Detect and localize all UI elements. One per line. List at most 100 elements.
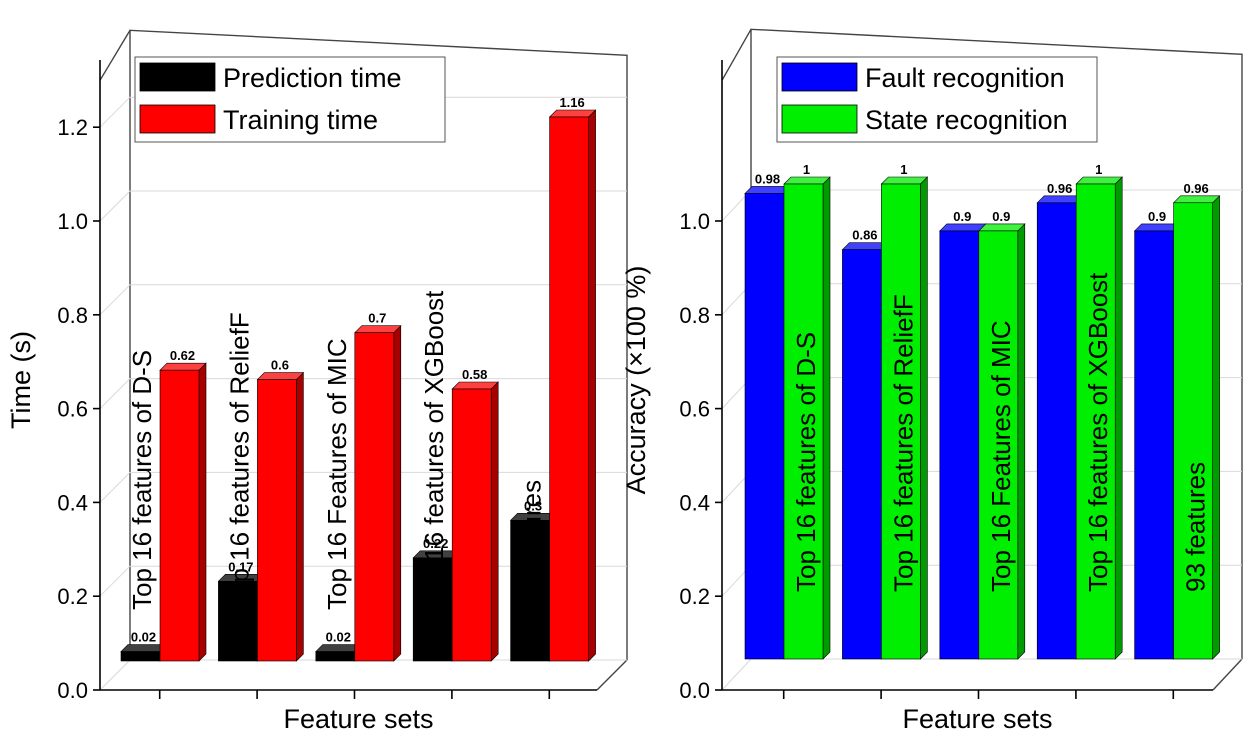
legend-label: State recognition xyxy=(865,105,1068,135)
side-wall-edge xyxy=(99,29,131,81)
legend-swatch xyxy=(139,104,216,134)
bar-side xyxy=(920,176,928,660)
bar-top xyxy=(159,362,207,371)
legend-swatch xyxy=(781,104,858,134)
legend-label: Training time xyxy=(223,105,378,135)
bar-prediction-time xyxy=(412,557,453,662)
bar-top xyxy=(1075,176,1123,185)
bar-top xyxy=(783,176,831,185)
bar-value-label: 0.3 xyxy=(524,498,542,513)
legend-swatch xyxy=(139,62,216,92)
category-label: Top 16 Features of MIC xyxy=(322,338,352,610)
gridline xyxy=(99,659,627,691)
bar-value-label: 1 xyxy=(1095,162,1102,177)
bar-training-time xyxy=(451,388,492,662)
bar-top xyxy=(978,223,1026,232)
bar-top xyxy=(880,176,929,185)
bar-side xyxy=(1212,195,1220,660)
side-wall-edge xyxy=(721,28,752,81)
y-axis-title: Time (s) xyxy=(6,331,36,429)
gridline xyxy=(721,658,1242,691)
y-tick-label: 1.0 xyxy=(57,209,88,234)
bar-value-label: 0.98 xyxy=(755,171,780,186)
y-tick-label: 0.8 xyxy=(57,303,88,328)
bar-top xyxy=(548,109,597,118)
bar-value-label: 0.86 xyxy=(852,228,877,243)
bar-fault-recognition xyxy=(744,193,785,660)
bar-fault-recognition xyxy=(1036,202,1077,660)
bar-value-label: 0.58 xyxy=(462,367,487,382)
bar-value-label: 1 xyxy=(900,162,907,177)
bar-fault-recognition xyxy=(842,249,882,660)
y-tick-label: 0.2 xyxy=(679,584,710,609)
bar-value-label: 0.9 xyxy=(992,209,1010,224)
bar-prediction-time xyxy=(510,519,550,662)
y-tick-label: 0.4 xyxy=(679,490,710,515)
bar-top xyxy=(939,223,987,232)
gridline xyxy=(99,96,627,128)
y-tick-label: 0.6 xyxy=(679,397,710,422)
bar-value-label: 0.62 xyxy=(170,348,195,363)
legend-label: Fault recognition xyxy=(865,63,1065,93)
category-label: 93 features xyxy=(1181,462,1211,592)
category-label: 93 features xyxy=(517,480,547,610)
bar-value-label: 0.96 xyxy=(1183,181,1208,196)
floor-edge xyxy=(1212,658,1243,691)
gridline xyxy=(99,284,627,316)
time-chart: 0.0 0.2 0.4 0.6 0.8 1.0 1.2 Feature sets Time (s… xyxy=(6,29,628,734)
bar-training-time xyxy=(354,332,395,662)
bar-fault-recognition xyxy=(939,230,980,660)
bar-value-label: 0.17 xyxy=(228,559,253,574)
y-tick-label: 1.0 xyxy=(679,209,710,234)
bar-prediction-time xyxy=(120,651,161,662)
y-tick-label: 1.2 xyxy=(57,115,88,140)
bar-value-label: 0.02 xyxy=(326,630,351,645)
bar-value-label: 0.9 xyxy=(1148,209,1166,224)
bar-value-label: 0.7 xyxy=(368,311,386,326)
category-label: Top 16 features of XGBoost xyxy=(419,290,449,610)
gridline xyxy=(99,190,627,222)
bar-training-time xyxy=(159,369,200,662)
x-axis-title: Feature sets xyxy=(902,704,1052,734)
bar-side xyxy=(822,176,831,660)
bar-state-recognition xyxy=(1075,183,1116,660)
legend-label: Prediction time xyxy=(223,63,402,93)
y-tick-label: 0.0 xyxy=(57,678,88,703)
bar-prediction-time xyxy=(218,580,258,662)
bar-state-recognition xyxy=(978,230,1019,660)
bar-top xyxy=(451,381,499,390)
y-tick-label: 0.4 xyxy=(57,490,88,515)
bar-side xyxy=(1114,176,1123,660)
category-label: Top 16 features of D-S xyxy=(127,350,157,610)
bar-state-recognition xyxy=(783,183,824,660)
bar-prediction-time xyxy=(315,651,356,662)
bar-top xyxy=(354,325,402,334)
bar-value-label: 0.22 xyxy=(423,536,448,551)
bar-top xyxy=(256,372,305,380)
gridline xyxy=(99,378,627,409)
bar-value-label: 1 xyxy=(803,162,810,177)
category-label: Top 16 features of XGBoost xyxy=(1083,272,1113,592)
bar-side xyxy=(588,109,596,662)
bar-side xyxy=(198,362,207,662)
bar-fault-recognition xyxy=(1134,230,1174,660)
category-label: Top 16 features of ReliefF xyxy=(224,312,254,610)
bar-value-label: 0.6 xyxy=(271,358,289,373)
category-label: Top 16 features of ReliefF xyxy=(888,294,918,592)
back-wall xyxy=(129,29,628,660)
bar-value-label: 0.96 xyxy=(1047,181,1072,196)
bar-training-time xyxy=(549,116,589,662)
bar-training-time xyxy=(257,379,297,662)
bar-value-label: 0.02 xyxy=(131,630,156,645)
bar-side xyxy=(490,381,499,662)
y-axis-title: Accuracy (×100 %) xyxy=(621,266,651,495)
floor-edge xyxy=(596,659,628,691)
y-tick-label: 0.6 xyxy=(57,397,88,422)
accuracy-chart: 0.0 0.2 0.4 0.6 0.8 1.0 Feature sets Accuracy (… xyxy=(621,28,1243,734)
category-label: Top 16 Features of MIC xyxy=(986,320,1016,592)
bar-side xyxy=(393,324,402,662)
x-axis-title: Feature sets xyxy=(283,704,433,734)
bar-state-recognition xyxy=(1173,202,1213,660)
